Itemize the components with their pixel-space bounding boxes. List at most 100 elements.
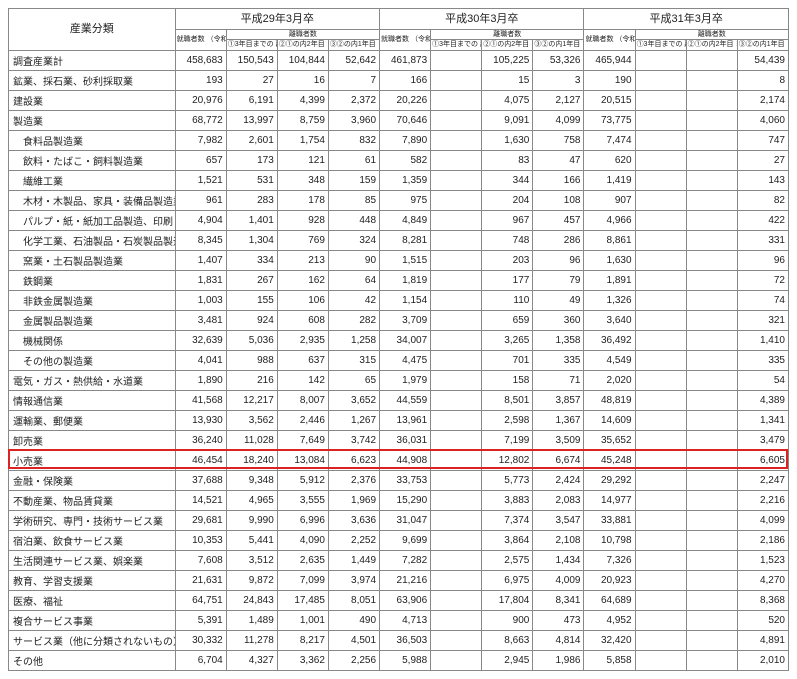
cell: 334 [226,250,277,270]
cell [635,210,686,230]
cell: 335 [737,350,788,370]
cell: 8,663 [482,630,533,650]
cell: 2,424 [533,470,584,490]
cell [635,70,686,90]
cell: 85 [328,190,379,210]
cell: 10,798 [584,530,635,550]
cell: 3 [533,70,584,90]
sub-emp-3: 就職者数 （令和2年6月 集計値） [584,30,635,51]
table-row: 情報通信業41,56812,2178,0073,65244,5598,5013,… [9,390,789,410]
cell [686,490,737,510]
cell [431,350,482,370]
cell: 8,501 [482,390,533,410]
cell [635,90,686,110]
cell: 64,751 [175,590,226,610]
cell: 5,858 [584,650,635,670]
cell [686,50,737,70]
cell [686,390,737,410]
cell: 9,990 [226,510,277,530]
cell: 21,631 [175,570,226,590]
cell: 20,226 [380,90,431,110]
cell: 6,996 [277,510,328,530]
cell [431,650,482,670]
cell: 36,031 [380,430,431,450]
table-body: 調査産業計458,683150,543104,84452,642461,8731… [9,50,789,670]
table-row: 製造業68,77213,9978,7593,96070,6469,0914,09… [9,110,789,130]
cell: 36,492 [584,330,635,350]
cell: 2,372 [328,90,379,110]
table-row: 鉄鋼業1,831267162641,819177791,89172 [9,270,789,290]
cell: 158 [482,370,533,390]
cell [686,630,737,650]
cell: 29,681 [175,510,226,530]
year-header-3: 平成31年3月卒 [584,9,789,30]
cell [431,530,482,550]
table-row: 食料品製造業7,9822,6011,7548327,8901,6307587,4… [9,130,789,150]
row-label: その他 [9,650,176,670]
row-label: 木材・木製品、家具・装備品製造業 [9,190,176,210]
cell: 5,391 [175,610,226,630]
cell [686,530,737,550]
cell [431,310,482,330]
cell: 31,047 [380,510,431,530]
cell: 110 [482,290,533,310]
cell: 27 [737,150,788,170]
cell: 7,099 [277,570,328,590]
cell: 64 [328,270,379,290]
cell [635,610,686,630]
cell: 213 [277,250,328,270]
cell [431,430,482,450]
table-row: 窯業・土石製品製造業1,407334213901,515203961,63096 [9,250,789,270]
cell: 4,501 [328,630,379,650]
table-row: 繊維工業1,5215313481591,3593441661,419143 [9,170,789,190]
cell: 8,368 [737,590,788,610]
cell: 32,420 [584,630,635,650]
cell: 35,652 [584,430,635,450]
cell: 1,831 [175,270,226,290]
cell: 8 [737,70,788,90]
sub-c-1: ③②の内1年目 までの離職者数 [328,40,379,50]
cell: 1,419 [584,170,635,190]
cell: 286 [533,230,584,250]
cell: 7,374 [482,510,533,530]
table-row: 調査産業計458,683150,543104,84452,642461,8731… [9,50,789,70]
cell: 6,975 [482,570,533,590]
cell [686,510,737,530]
cell: 15,290 [380,490,431,510]
cell: 24,843 [226,590,277,610]
cell: 620 [584,150,635,170]
cell: 162 [277,270,328,290]
cell: 701 [482,350,533,370]
table-header: 産業分類 平成29年3月卒 平成30年3月卒 平成31年3月卒 就職者数 （令和… [9,9,789,51]
cell: 2,598 [482,410,533,430]
cell: 2,376 [328,470,379,490]
cell: 6,674 [533,450,584,470]
sub-a-2: ①3年目までの 離職者数 [431,40,482,50]
cell [686,210,737,230]
cell [431,450,482,470]
cell: 928 [277,210,328,230]
cell: 1,521 [175,170,226,190]
cell: 105,225 [482,50,533,70]
row-label: 情報通信業 [9,390,176,410]
cell [431,570,482,590]
cell [686,590,737,610]
cell: 54,439 [737,50,788,70]
row-label: 卸売業 [9,430,176,450]
cell: 1,969 [328,490,379,510]
cell: 5,441 [226,530,277,550]
cell: 2,127 [533,90,584,110]
cell [431,230,482,250]
cell: 216 [226,370,277,390]
cell [635,510,686,530]
cell: 7,326 [584,550,635,570]
cell: 1,434 [533,550,584,570]
cell: 324 [328,230,379,250]
cell: 12,217 [226,390,277,410]
cell: 1,979 [380,370,431,390]
cell: 2,945 [482,650,533,670]
cell: 7,890 [380,130,431,150]
cell [686,450,737,470]
cell: 13,961 [380,410,431,430]
row-label: 飲料・たばこ・飼料製造業 [9,150,176,170]
